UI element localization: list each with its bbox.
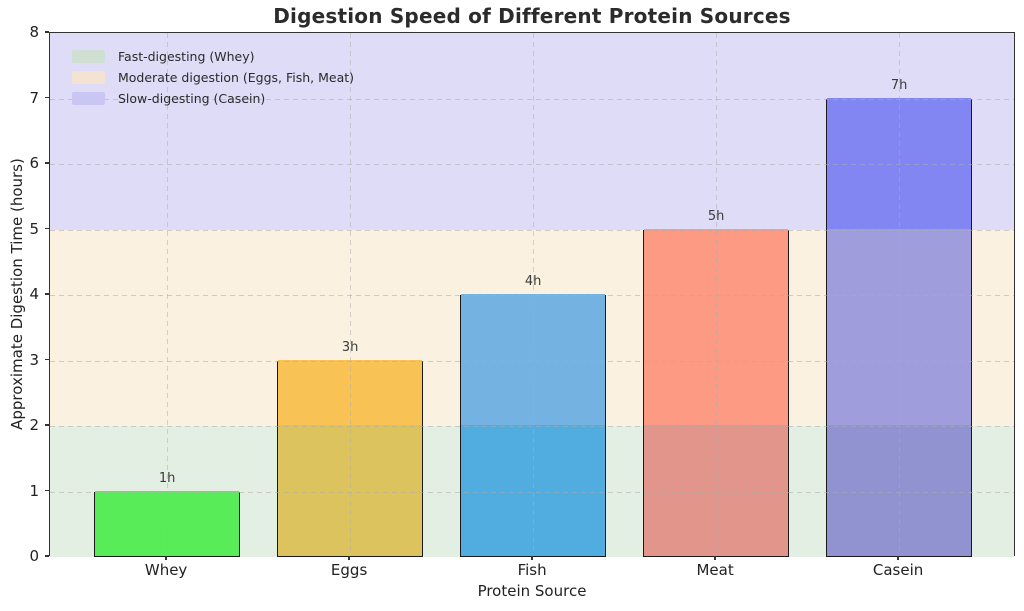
bar-casein (825, 97, 973, 557)
gridline-h (50, 295, 1014, 296)
x-tick (897, 556, 899, 560)
x-tick (714, 556, 716, 560)
gridline-h (50, 491, 1014, 493)
x-tick (348, 556, 350, 560)
y-tick (45, 162, 49, 164)
y-tick (45, 31, 49, 33)
x-tick-label: Eggs (330, 561, 368, 579)
bar-segment (460, 294, 606, 425)
gridline-v (716, 33, 718, 555)
bar-segment (826, 425, 972, 556)
y-tick (45, 293, 49, 295)
y-tick-label: 8 (29, 23, 39, 41)
bar-segment (277, 425, 423, 556)
legend: Fast-digesting (Whey) Moderate digestion … (72, 46, 354, 109)
x-tick-label: Fish (517, 561, 547, 579)
legend-swatch (72, 50, 105, 63)
gridline-h (50, 360, 1014, 362)
legend-swatch (72, 71, 105, 84)
x-axis-label: Protein Source (477, 582, 587, 600)
bar-segment (94, 490, 240, 556)
legend-label: Slow-digesting (Casein) (118, 91, 266, 106)
gridline-h (50, 164, 1014, 165)
gridline-v (167, 33, 169, 555)
y-tick-label: 1 (29, 481, 39, 500)
bar-segment (277, 359, 423, 425)
bar-whey (93, 490, 241, 557)
gridline-h (50, 229, 1014, 231)
legend-item-2: Slow-digesting (Casein) (72, 88, 354, 109)
bar-value-label: 1h (158, 470, 176, 486)
x-tick (165, 556, 167, 560)
bar-segment (826, 228, 972, 425)
y-tick (45, 489, 49, 491)
x-tick-label: Meat (696, 561, 734, 579)
gridline-v (533, 33, 535, 555)
y-tick-label: 7 (29, 88, 39, 107)
bar-meat (642, 228, 790, 557)
y-tick (45, 358, 49, 360)
y-tick (45, 227, 49, 229)
chart-title: Digestion Speed of Different Protein Sou… (273, 4, 791, 28)
y-tick (45, 96, 49, 98)
bar-segment (826, 97, 972, 229)
gridline-h (50, 98, 1014, 100)
y-tick (45, 555, 49, 557)
y-tick-label: 3 (29, 350, 39, 369)
bar-segment (643, 425, 789, 556)
legend-label: Moderate digestion (Eggs, Fish, Meat) (118, 70, 355, 85)
bar-value-label: 3h (341, 339, 359, 355)
bar-value-label: 5h (707, 208, 725, 224)
bar-segment (460, 425, 606, 556)
bar-fish (459, 294, 607, 557)
y-tick-label: 5 (29, 219, 39, 238)
y-tick-label: 0 (29, 547, 39, 565)
gridline-v (350, 33, 352, 555)
y-tick-label: 2 (29, 416, 39, 434)
x-tick-label: Whey (144, 561, 188, 579)
bar-value-label: 4h (524, 274, 542, 289)
legend-label: Fast-digesting (Whey) (118, 49, 255, 64)
legend-swatch (72, 92, 105, 105)
gridline-v (899, 33, 901, 555)
gridline-h (50, 426, 1014, 427)
x-tick-label: Casein (872, 561, 924, 579)
bar-value-label: 7h (890, 77, 908, 93)
legend-item-0: Fast-digesting (Whey) (72, 46, 354, 67)
y-tick-label: 4 (29, 285, 39, 303)
bar-segment (643, 228, 789, 425)
plot-area: 1h 3h 4h 5h 7h (49, 32, 1015, 557)
legend-item-1: Moderate digestion (Eggs, Fish, Meat) (72, 67, 354, 88)
y-tick-label: 6 (29, 154, 39, 172)
x-tick (531, 556, 533, 560)
y-tick (45, 424, 49, 426)
